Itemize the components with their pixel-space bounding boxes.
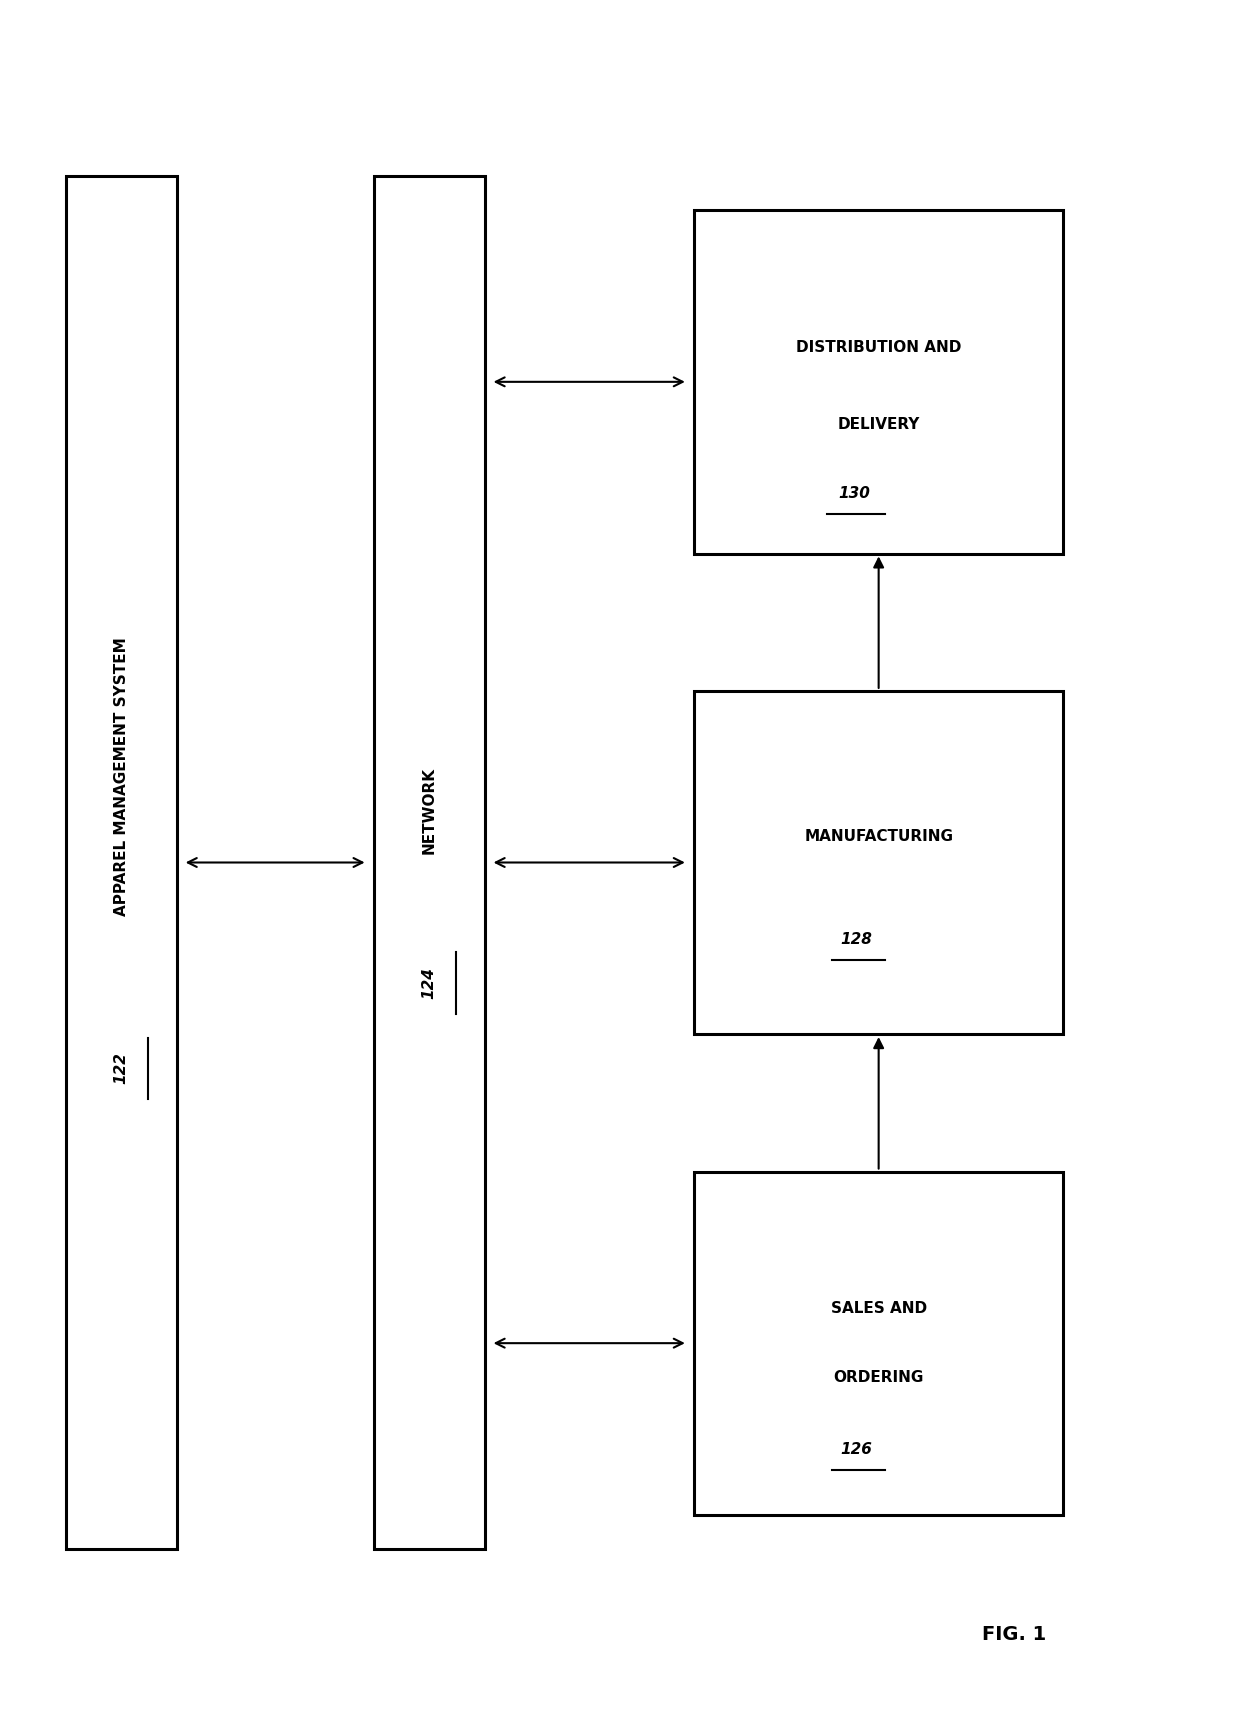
Text: APPAREL MANAGEMENT SYSTEM: APPAREL MANAGEMENT SYSTEM bbox=[114, 637, 129, 916]
Text: 124: 124 bbox=[422, 966, 436, 999]
Bar bbox=[694, 210, 1064, 554]
Bar bbox=[694, 1171, 1064, 1515]
Text: DELIVERY: DELIVERY bbox=[837, 417, 920, 433]
Text: NETWORK: NETWORK bbox=[422, 768, 436, 854]
Text: ORDERING: ORDERING bbox=[833, 1370, 924, 1385]
Bar bbox=[694, 690, 1064, 1035]
Text: FIG. 1: FIG. 1 bbox=[982, 1625, 1047, 1644]
Text: SALES AND: SALES AND bbox=[831, 1301, 926, 1316]
Bar bbox=[373, 176, 485, 1549]
Text: MANUFACTURING: MANUFACTURING bbox=[805, 830, 954, 844]
Text: 122: 122 bbox=[114, 1052, 129, 1085]
Text: 130: 130 bbox=[838, 486, 870, 500]
Text: 128: 128 bbox=[841, 932, 873, 947]
Bar bbox=[66, 176, 176, 1549]
Text: 126: 126 bbox=[841, 1442, 873, 1458]
Text: DISTRIBUTION AND: DISTRIBUTION AND bbox=[796, 340, 961, 355]
